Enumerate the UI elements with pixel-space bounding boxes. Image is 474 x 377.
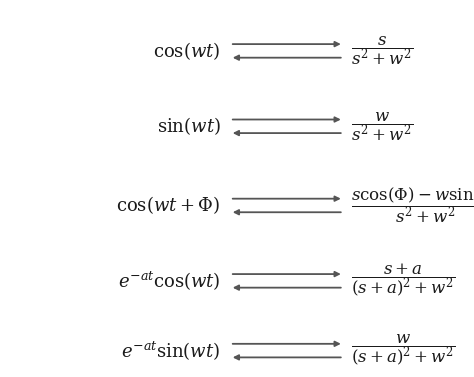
- Text: $\cos(wt+\Phi)$: $\cos(wt+\Phi)$: [116, 195, 220, 216]
- Text: $\sin(wt)$: $\sin(wt)$: [156, 115, 220, 137]
- Text: $\dfrac{s\cos(\Phi)-w\sin(\Phi)}{s^2+w^2}$: $\dfrac{s\cos(\Phi)-w\sin(\Phi)}{s^2+w^2…: [351, 185, 474, 225]
- Text: $\dfrac{w}{(s+a)^2+w^2}$: $\dfrac{w}{(s+a)^2+w^2}$: [351, 333, 456, 368]
- Text: $e^{-at}\cos(wt)$: $e^{-at}\cos(wt)$: [118, 270, 220, 292]
- Text: $e^{-at}\sin(wt)$: $e^{-at}\sin(wt)$: [121, 339, 220, 362]
- Text: $\dfrac{s+a}{(s+a)^2+w^2}$: $\dfrac{s+a}{(s+a)^2+w^2}$: [351, 262, 456, 299]
- Text: $\cos(wt)$: $\cos(wt)$: [153, 40, 220, 62]
- Text: $\dfrac{w}{s^2+w^2}$: $\dfrac{w}{s^2+w^2}$: [351, 110, 413, 143]
- Text: $\dfrac{s}{s^2+w^2}$: $\dfrac{s}{s^2+w^2}$: [351, 34, 413, 67]
